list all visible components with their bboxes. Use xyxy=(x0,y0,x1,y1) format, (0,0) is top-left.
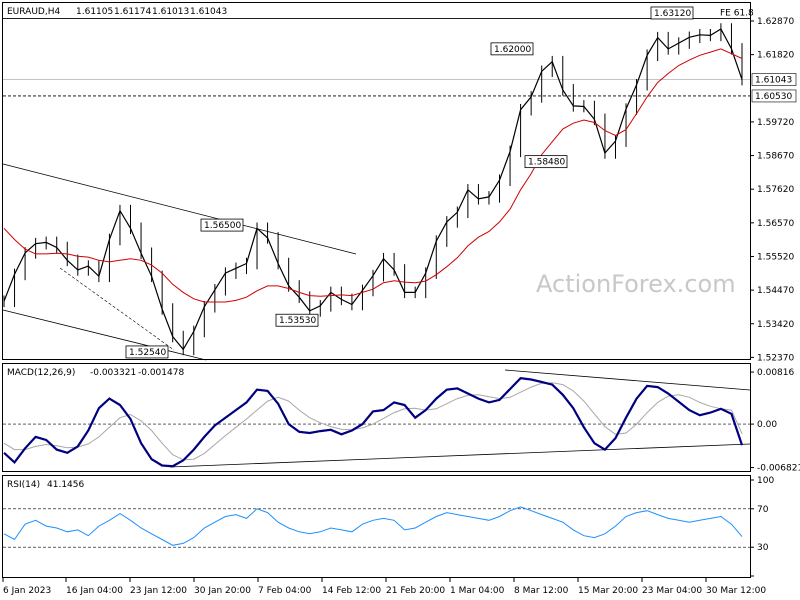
macd-y-tick-label: 0.00816 xyxy=(757,368,794,378)
price-y-tick-label: 1.52370 xyxy=(757,353,794,363)
x-tick-label: 21 Feb 20:00 xyxy=(386,586,445,596)
price-annotation-box xyxy=(524,155,568,169)
x-tick-label: 1 Mar 04:00 xyxy=(450,586,505,596)
price-annotation-label: 1.56500 xyxy=(204,221,241,231)
macd-header-label: MACD(12,26,9) xyxy=(7,368,75,378)
rsi-header-label: RSI(14) xyxy=(7,480,40,490)
price-annotation-label: 1.52540 xyxy=(129,348,166,358)
price-y-tick-label: 1.59720 xyxy=(757,118,794,128)
current-price-tag xyxy=(751,73,797,86)
x-tick-label: 6 Jan 2023 xyxy=(3,586,51,596)
rsi-y-tick-label: 100 xyxy=(757,476,774,486)
rsi-y-tick-label: 70 xyxy=(757,505,769,515)
price-annotation-box xyxy=(275,313,319,327)
moving-average-line xyxy=(3,48,743,303)
support-price-tag-label: 1.60530 xyxy=(755,92,792,102)
channel-lower-line xyxy=(2,309,207,361)
macd-header-main: -0.003321 xyxy=(90,368,136,378)
macd-main-line xyxy=(3,377,744,468)
x-tick-label: 15 Mar 20:00 xyxy=(578,586,638,596)
price-header-close: 1.61043 xyxy=(190,7,227,17)
price-y-tick-label: 1.55520 xyxy=(757,252,794,262)
price-panel xyxy=(2,2,751,360)
x-tick-label: 7 Feb 04:00 xyxy=(258,586,312,596)
price-y-tick-label: 1.53420 xyxy=(757,320,794,330)
price-y-tick-label: 1.54470 xyxy=(757,286,794,296)
price-annotation-label: 1.53530 xyxy=(279,316,316,326)
rsi-header-value: 41.1456 xyxy=(47,480,84,490)
current-price-tag-label: 1.61043 xyxy=(755,76,792,86)
x-tick-label: 14 Feb 12:00 xyxy=(322,586,381,596)
x-tick-label: 8 Mar 12:00 xyxy=(514,586,569,596)
price-y-tick-label: 1.58670 xyxy=(757,152,794,162)
price-annotation-box xyxy=(650,6,694,20)
macd-panel xyxy=(2,363,751,472)
price-y-tick-label: 1.61820 xyxy=(757,51,794,61)
price-header-symbol: EURAUD,H4 xyxy=(7,7,60,17)
x-tick-label: 16 Jan 04:00 xyxy=(66,586,123,596)
macd-y-tick-label: -0.006821 xyxy=(757,464,800,474)
price-annotation-label: 1.62000 xyxy=(494,45,531,55)
x-tick-label: 30 Jan 20:00 xyxy=(194,586,251,596)
price-annotation-box xyxy=(490,42,534,56)
x-tick-label: 23 Mar 04:00 xyxy=(642,586,702,596)
channel-mid-line xyxy=(59,267,175,351)
x-tick-label: 23 Jan 12:00 xyxy=(130,586,187,596)
price-annotation-box xyxy=(200,218,244,232)
price-annotation-label: 1.58480 xyxy=(528,158,565,168)
watermark: ActionForex.com xyxy=(536,270,736,298)
macd-lower-trendline xyxy=(169,443,751,468)
support-price-tag xyxy=(751,89,797,103)
price-y-tick-label: 1.57620 xyxy=(757,185,794,195)
rsi-y-tick-label: 30 xyxy=(757,543,769,553)
price-header-open: 1.61105 xyxy=(76,7,113,17)
trend-channel xyxy=(2,163,357,361)
price-close-line xyxy=(3,28,743,351)
price-annotation-box xyxy=(125,345,169,359)
price-annotation-label: 1.63120 xyxy=(654,9,691,19)
x-tick-label: 30 Mar 12:00 xyxy=(706,586,766,596)
price-header-low: 1.61013 xyxy=(152,7,189,17)
fib-level-label: FE 61.8 xyxy=(720,8,754,18)
rsi-line xyxy=(3,506,743,546)
rsi-panel xyxy=(2,475,751,578)
macd-y-tick-label: 0.00 xyxy=(757,420,777,430)
price-y-tick-label: 1.62870 xyxy=(757,17,794,27)
macd-upper-trendline xyxy=(504,369,751,391)
price-y-tick-label: 1.56570 xyxy=(757,219,794,229)
channel-upper-line xyxy=(2,163,357,255)
macd-header-signal: -0.001478 xyxy=(138,368,184,378)
price-header-high: 1.61174 xyxy=(114,7,151,17)
